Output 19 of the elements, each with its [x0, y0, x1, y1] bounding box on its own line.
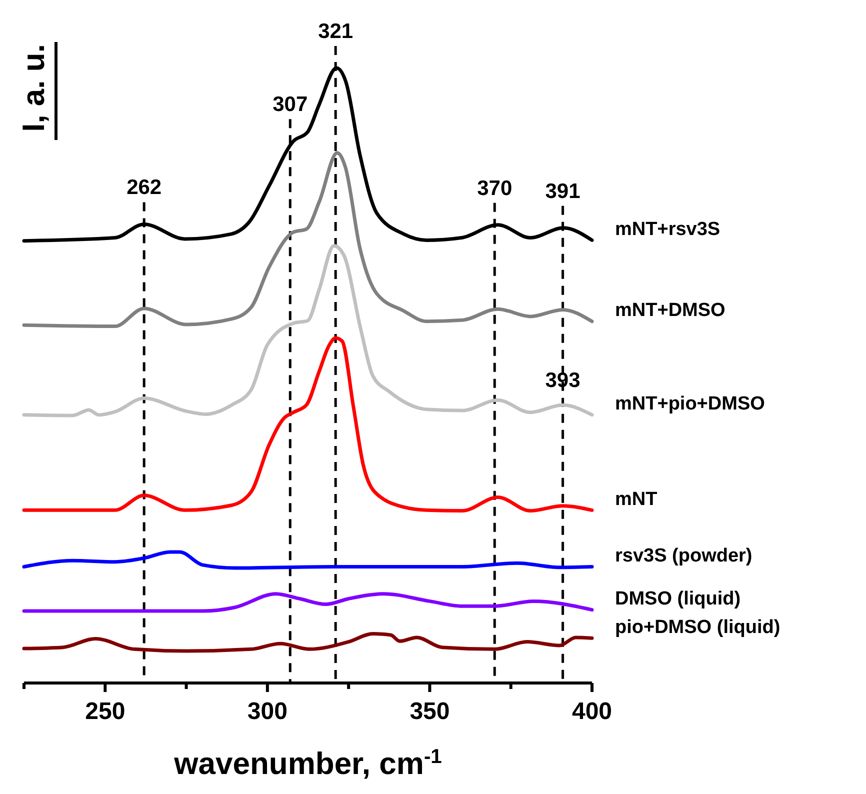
ref-line-label: 307: [272, 93, 308, 116]
series-label: mNT: [615, 488, 658, 510]
ref-line-label: 370: [477, 176, 512, 200]
series-label: rsv3S (powder): [615, 545, 752, 566]
x-axis-title: wavenumber, cm$^{-1}$: [173, 746, 442, 781]
x-tick-label: 400: [572, 698, 612, 725]
annotation: 393: [545, 369, 580, 392]
ref-line-label: 321: [318, 20, 354, 43]
ref-line-label: 262: [126, 176, 162, 200]
series-label: mNT+rsv3S: [615, 218, 720, 240]
x-tick-label: 350: [410, 698, 450, 725]
series-label: DMSO (liquid): [615, 588, 741, 610]
y-axis-title: I, a. u.: [16, 44, 51, 132]
x-tick-label: 250: [85, 698, 126, 725]
ref-line-label: 391: [545, 180, 581, 203]
series-label: mNT+pio+DMSO: [615, 394, 765, 415]
series-label: pio+DMSO (liquid): [615, 616, 780, 638]
series-label: mNT+DMSO: [615, 300, 726, 322]
x-tick-label: 300: [247, 698, 288, 725]
